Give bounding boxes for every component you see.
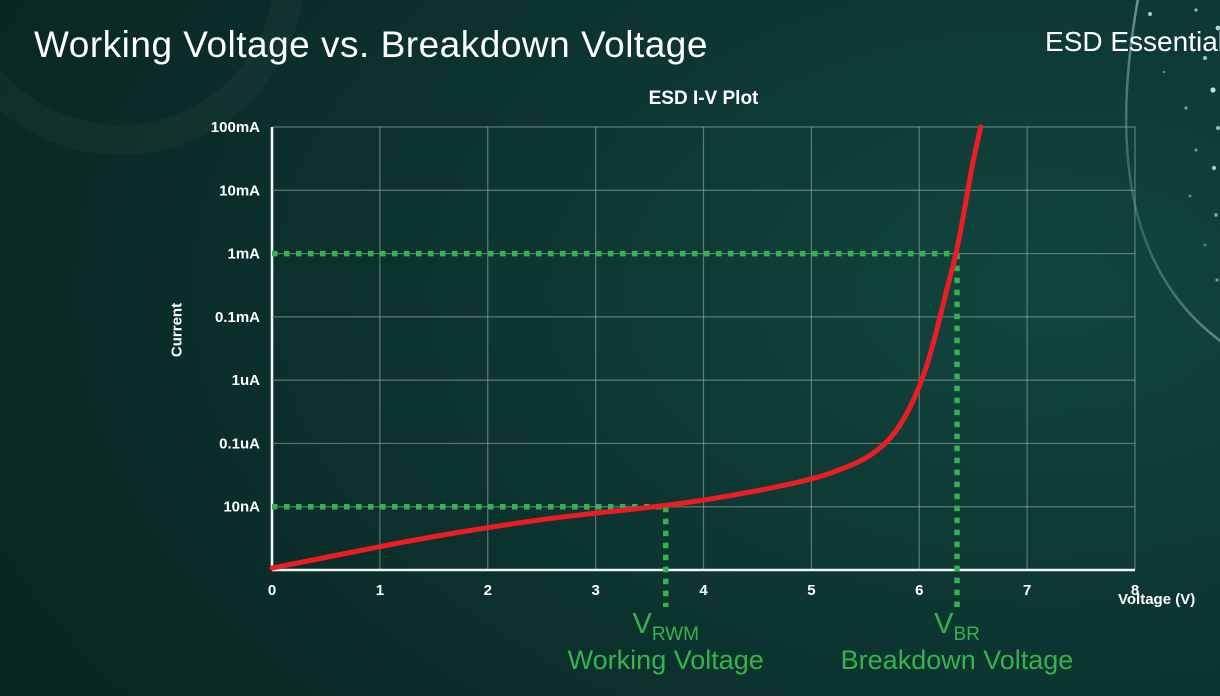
x-tick-label: 2: [484, 582, 492, 599]
y-axis-label: Current: [168, 302, 186, 358]
vrwm-label: VRWM: [632, 608, 698, 646]
x-tick-label: 4: [699, 582, 708, 599]
light-swoosh: [1124, 0, 1220, 343]
x-tick-label: 0: [268, 582, 276, 599]
y-tick-label: 1mA: [227, 246, 260, 263]
vrwm-subscript: RWM: [651, 623, 699, 645]
chart-title: ESD I-V Plot: [648, 88, 759, 109]
vbr-label: VBR: [934, 608, 980, 646]
x-axis-label: Voltage (V): [1118, 591, 1196, 608]
x-tick-label: 8: [1131, 582, 1139, 599]
x-tick-label: 3: [591, 582, 599, 599]
page-title: Working Voltage vs. Breakdown Voltage: [34, 24, 708, 65]
y-tick-label: 0.1uA: [219, 435, 260, 452]
x-tick-label: 6: [915, 582, 923, 599]
vbr-symbol: V: [934, 608, 954, 640]
y-tick-label: 100mA: [211, 119, 260, 136]
breakdown-voltage-caption: Breakdown Voltage: [840, 645, 1074, 675]
y-tick-label: 0.1mA: [215, 309, 260, 326]
x-tick-label: 7: [1023, 582, 1031, 599]
y-tick-label: 10mA: [219, 182, 260, 199]
working-voltage-caption: Working Voltage: [567, 645, 764, 675]
vbr-subscript: BR: [953, 623, 980, 645]
brand-text: ESD Essential: [1045, 26, 1220, 57]
x-tick-label: 1: [376, 582, 384, 599]
star-dots: [1148, 8, 1220, 282]
vrwm-symbol: V: [632, 608, 652, 640]
y-tick-label: 1uA: [232, 372, 261, 389]
x-tick-label: 5: [807, 582, 815, 599]
iv-curve: [269, 124, 984, 571]
y-tick-label: 10nA: [223, 499, 260, 516]
